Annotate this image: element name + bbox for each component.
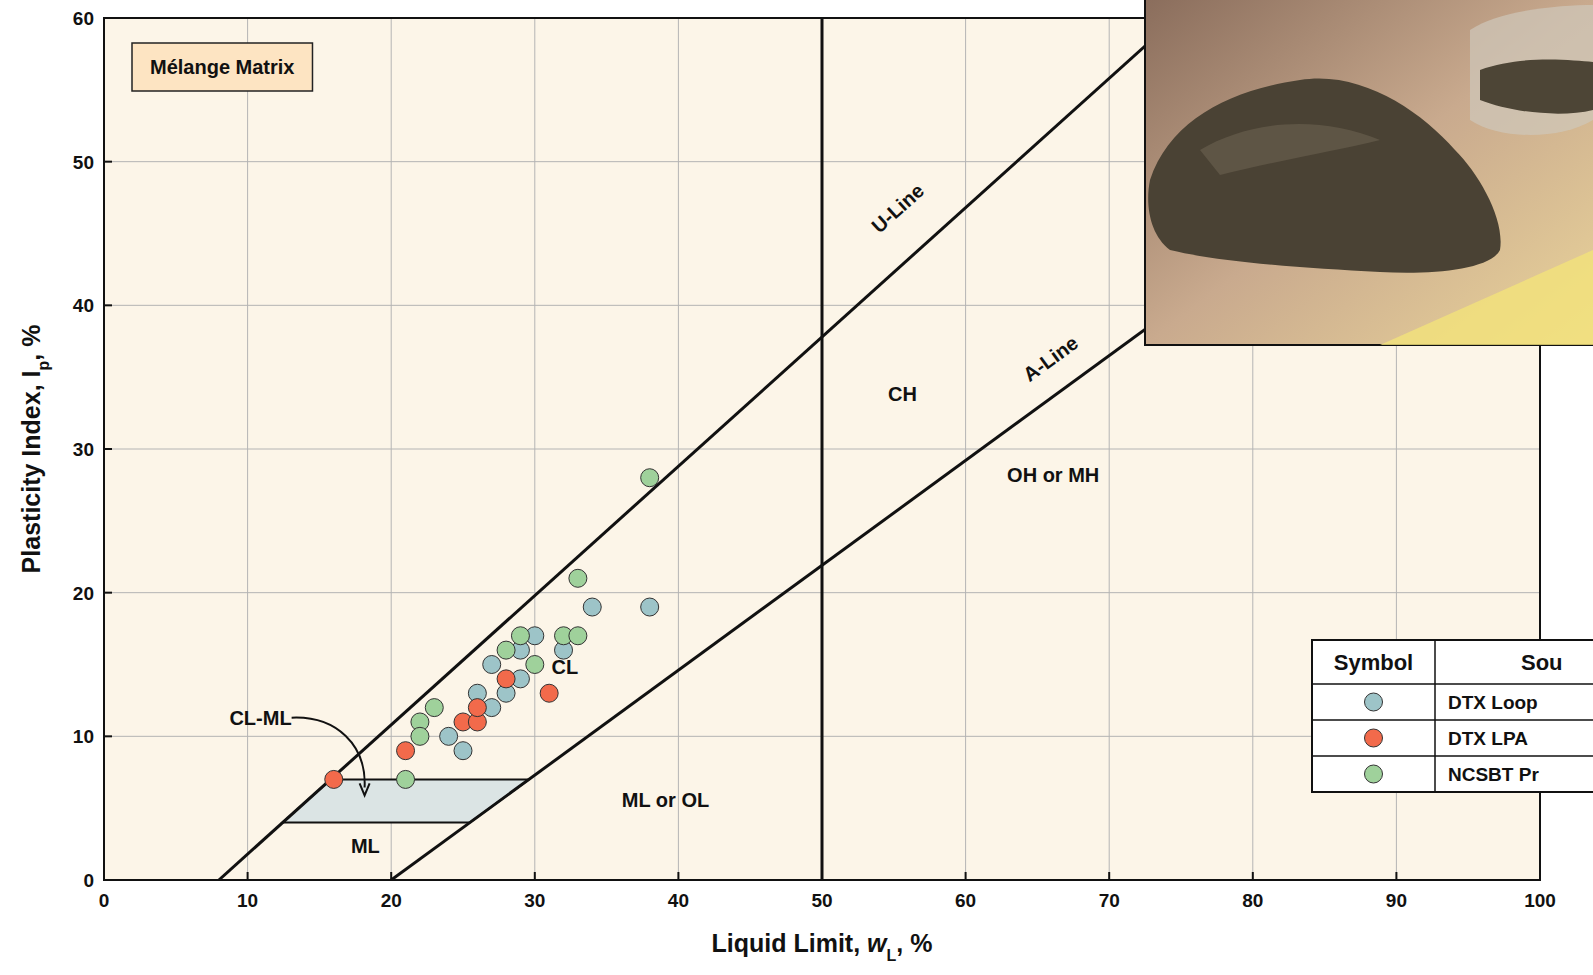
tick-label: 20 [381,890,402,911]
tick-label: 10 [73,726,94,747]
tick-label: 50 [811,890,832,911]
tick [103,872,105,880]
data-point [454,742,472,760]
tick [390,872,392,880]
tick [534,872,536,880]
axis-title-part: , % [896,929,932,957]
chart: 0 10 20 30 40 50 60 70 80 90 100 0 10 20 30 40 50 60 Liqui… [0,0,1593,975]
title-box [132,43,312,91]
zone-label: CH [888,383,917,405]
legend-header: Symbol [1334,650,1413,675]
reference-line [821,18,824,880]
y-axis-title: Plasticity Index, Ip, % [17,325,52,574]
tick [104,304,112,306]
axis-title-part: w [867,929,888,957]
tick [104,735,112,737]
data-point [526,656,544,674]
zone-label: ML or OL [622,789,709,811]
axis-title-part: , % [17,325,45,361]
tick [104,448,112,450]
legend-marker [1365,729,1383,747]
tick [1539,872,1541,880]
tick [247,872,249,880]
tick [1252,872,1254,880]
data-point [397,742,415,760]
tick-label: 20 [73,583,94,604]
tick [104,879,112,881]
tick-label: 70 [1099,890,1120,911]
reference-line [219,18,1176,880]
legend-header: Sou [1521,650,1563,675]
tick [965,872,967,880]
tick [104,592,112,594]
tick-label: 0 [99,890,110,911]
chart-title: Mélange Matrix [150,56,294,78]
line-label: A-Line [1019,331,1082,385]
tick-label: 40 [73,295,94,316]
zone-label: CL-ML [229,707,291,729]
data-point [540,684,558,702]
data-point [569,627,587,645]
axis-title-part: Liquid Limit, [712,929,868,957]
tick [821,872,823,880]
data-point [483,656,501,674]
legend-marker [1365,765,1383,783]
line-label: U-Line [867,179,928,237]
legend-marker [1365,693,1383,711]
zone-label: ML [351,835,380,857]
data-point [425,699,443,717]
data-point [569,569,587,587]
annotation-arrow [292,718,365,788]
tick [677,872,679,880]
tick-label: 30 [524,890,545,911]
data-point [325,770,343,788]
axis-title-part: p [35,361,52,371]
data-point [497,641,515,659]
annotation-arrowhead [360,783,370,795]
axis-title-part: L [887,947,897,964]
legend: Symbol Sou DTX Loop DTX LPA NCSBT Pr [1312,640,1593,792]
tick [104,161,112,163]
tick [1395,872,1397,880]
tick-label: 40 [668,890,689,911]
tick-label: 90 [1386,890,1407,911]
photo-inset [1145,0,1593,345]
tick-label: 50 [73,152,94,173]
tick-label: 80 [1242,890,1263,911]
data-point [511,627,529,645]
legend-label: DTX LPA [1448,728,1528,749]
data-point [411,727,429,745]
grid-line [822,18,823,880]
tick-label: 0 [83,870,94,891]
tick [104,17,112,19]
data-point [583,598,601,616]
data-point [440,727,458,745]
data-point [497,670,515,688]
data-point [641,598,659,616]
data-point [468,699,486,717]
data-point [397,770,415,788]
legend-label: DTX Loop [1448,692,1538,713]
zone-label: OH or MH [1007,464,1099,486]
tick-label: 60 [955,890,976,911]
zone-label: CL [552,656,579,678]
tick [1108,872,1110,880]
legend-label: NCSBT Pr [1448,764,1539,785]
x-axis-title: Liquid Limit, wL, % [712,929,933,964]
tick-label: 10 [237,890,258,911]
tick-label: 100 [1524,890,1556,911]
axis-title-part: Plasticity Index, I [17,371,45,574]
tick-label: 60 [73,8,94,29]
tick-label: 30 [73,439,94,460]
data-point [641,469,659,487]
